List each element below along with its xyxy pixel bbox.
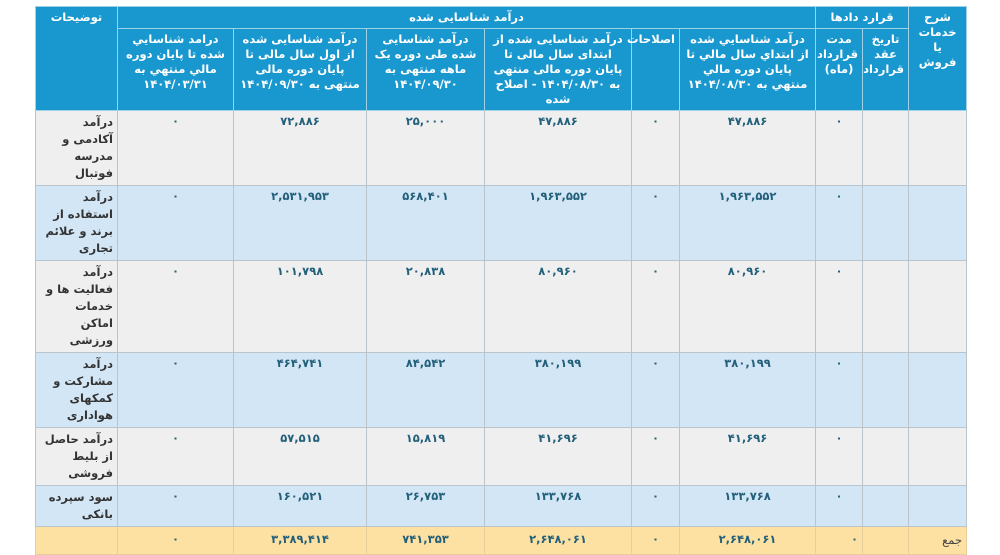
table-row: درآمد مشارکت و کمکهای هواداری ۰ ۴۶۴,۷۴۱ … xyxy=(35,352,968,428)
header-contract-duration: مدت قرارداد (ماه) xyxy=(815,28,864,111)
cell-duration: ۰ xyxy=(815,110,864,186)
cell-adjustments: ۰ xyxy=(631,185,680,261)
cell-desc xyxy=(908,185,968,261)
cell-rev-0331: ۰ xyxy=(117,260,234,353)
cell-adjustments: ۰ xyxy=(631,427,680,486)
cell-desc xyxy=(908,352,968,428)
total-label: جمع xyxy=(908,526,968,555)
cell-rev-0930: ۱۰۱,۷۹۸ xyxy=(233,260,367,353)
cell-rev-0331: ۰ xyxy=(117,485,234,527)
total-row: ۰ ۳,۳۸۹,۴۱۴ ۷۴۱,۳۵۳ ۲,۶۴۸,۰۶۱ ۰ ۲,۶۴۸,۰۶… xyxy=(35,526,968,555)
total-adjustments: ۰ xyxy=(631,526,680,555)
cell-rev-0830: ۴۱,۶۹۶ xyxy=(678,427,817,486)
cell-rev-0830: ۸۰,۹۶۰ xyxy=(678,260,817,353)
cell-rev-0331: ۰ xyxy=(117,352,234,428)
cell-adjusted-0830: ۴۷,۸۸۶ xyxy=(484,110,632,186)
total-rev-0830: ۲,۶۴۸,۰۶۱ xyxy=(678,526,817,555)
row-label: درآمد آکادمی و مدرسه فوتبال xyxy=(35,110,118,186)
cell-rev-0830: ۴۷,۸۸۶ xyxy=(678,110,817,186)
table-row: درآمد استفاده از برند و علائم تجاری ۰ ۲,… xyxy=(35,185,968,261)
total-month-0930: ۷۴۱,۳۵۳ xyxy=(366,526,485,555)
cell-rev-0930: ۱۶۰,۵۲۱ xyxy=(233,485,367,527)
table-row: سود سپرده بانکی ۰ ۱۶۰,۵۲۱ ۲۶,۷۵۳ ۱۳۳,۷۶۸… xyxy=(35,485,968,527)
cell-adjustments: ۰ xyxy=(631,485,680,527)
header-explanations: توضیحات xyxy=(35,6,118,111)
header-description: شرح خدمات یا فروش xyxy=(908,6,968,111)
header-contracts-group: قرارد دادها xyxy=(815,6,910,29)
cell-rev-0331: ۰ xyxy=(117,427,234,486)
cell-desc xyxy=(908,110,968,186)
cell-month-0930: ۲۶,۷۵۳ xyxy=(366,485,485,527)
cell-rev-0830: ۱,۹۶۳,۵۵۲ xyxy=(678,185,817,261)
total-adjusted-0830: ۲,۶۴۸,۰۶۱ xyxy=(484,526,632,555)
total-date xyxy=(862,526,910,555)
header-rev-to-1404-09-30: درآمد شناسایی شده از اول سال مالی تا پای… xyxy=(233,28,367,111)
cell-month-0930: ۲۰,۸۳۸ xyxy=(366,260,485,353)
header-rev-adjusted-1404-08-30: درآمد شناسایی شده از ابتدای سال مالی تا … xyxy=(484,28,632,111)
table-row: درآمد فعالیت ها و خدمات اماکن ورزشی ۰ ۱۰… xyxy=(35,260,968,353)
cell-date xyxy=(862,185,910,261)
row-label: سود سپرده بانکی xyxy=(35,485,118,527)
cell-duration: ۰ xyxy=(815,352,864,428)
header-contract-date: تاریخ عقد قرارداد xyxy=(862,28,910,111)
header-rev-to-1404-03-31: درامد شناسايي شده تا پايان دوره مالي منت… xyxy=(117,28,234,111)
row-label: درآمد مشارکت و کمکهای هواداری xyxy=(35,352,118,428)
cell-adjusted-0830: ۱,۹۶۳,۵۵۲ xyxy=(484,185,632,261)
table-row: درآمد حاصل از بلیط فروشی ۰ ۵۷,۵۱۵ ۱۵,۸۱۹… xyxy=(35,427,968,486)
cell-duration: ۰ xyxy=(815,260,864,353)
cell-rev-0930: ۴۶۴,۷۴۱ xyxy=(233,352,367,428)
cell-adjustments: ۰ xyxy=(631,352,680,428)
cell-month-0930: ۵۶۸,۴۰۱ xyxy=(366,185,485,261)
header-recognized-revenue-group: درآمد شناسایی شده xyxy=(116,6,817,29)
revenue-table: توضیحات درآمد شناسایی شده قرارد دادها شر… xyxy=(35,6,968,555)
header-adjustments: اصلاحات xyxy=(627,28,680,111)
cell-rev-0930: ۷۲,۸۸۶ xyxy=(233,110,367,186)
cell-adjustments: ۰ xyxy=(631,260,680,353)
cell-adjusted-0830: ۴۱,۶۹۶ xyxy=(484,427,632,486)
cell-rev-0830: ۳۸۰,۱۹۹ xyxy=(678,352,817,428)
cell-date xyxy=(862,427,910,486)
total-label-cell xyxy=(35,526,118,555)
cell-date xyxy=(862,485,910,527)
cell-date xyxy=(862,110,910,186)
cell-duration: ۰ xyxy=(815,427,864,486)
header-rev-to-1404-08-30: درآمد شناسايي شده از ابتداي سال مالي تا … xyxy=(678,28,817,111)
cell-desc xyxy=(908,485,968,527)
cell-date xyxy=(862,260,910,353)
row-label: درآمد استفاده از برند و علائم تجاری xyxy=(35,185,118,261)
cell-rev-0830: ۱۳۳,۷۶۸ xyxy=(678,485,817,527)
cell-duration: ۰ xyxy=(815,485,864,527)
cell-duration: ۰ xyxy=(815,185,864,261)
row-label: درآمد حاصل از بلیط فروشی xyxy=(35,427,118,486)
table-row: درآمد آکادمی و مدرسه فوتبال ۰ ۷۲,۸۸۶ ۲۵,… xyxy=(35,110,968,186)
header-rev-one-month-1404-09-30: درآمد شناسایی شده طی دوره یک ماهه منتهی … xyxy=(366,28,485,111)
cell-month-0930: ۸۴,۵۴۲ xyxy=(366,352,485,428)
cell-rev-0930: ۵۷,۵۱۵ xyxy=(233,427,367,486)
cell-desc xyxy=(908,260,968,353)
cell-month-0930: ۲۵,۰۰۰ xyxy=(366,110,485,186)
cell-date xyxy=(862,352,910,428)
cell-rev-0930: ۲,۵۳۱,۹۵۳ xyxy=(233,185,367,261)
total-rev-0331: ۰ xyxy=(117,526,234,555)
cell-adjusted-0830: ۳۸۰,۱۹۹ xyxy=(484,352,632,428)
cell-month-0930: ۱۵,۸۱۹ xyxy=(366,427,485,486)
cell-rev-0331: ۰ xyxy=(117,185,234,261)
cell-adjusted-0830: ۱۳۳,۷۶۸ xyxy=(484,485,632,527)
total-duration: ۰ xyxy=(815,526,864,555)
cell-desc xyxy=(908,427,968,486)
cell-adjustments: ۰ xyxy=(631,110,680,186)
total-rev-0930: ۳,۳۸۹,۴۱۴ xyxy=(233,526,367,555)
cell-rev-0331: ۰ xyxy=(117,110,234,186)
row-label: درآمد فعالیت ها و خدمات اماکن ورزشی xyxy=(35,260,118,353)
cell-adjusted-0830: ۸۰,۹۶۰ xyxy=(484,260,632,353)
